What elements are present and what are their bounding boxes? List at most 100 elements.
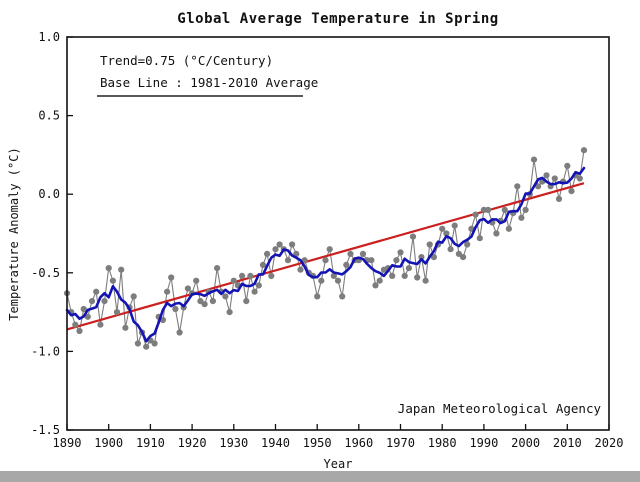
x-tick-label: 2000 [511,436,540,450]
annual-dot [555,195,563,202]
axis-layer: 1890 1900 1910 1920 1930 1940 1950 1960 1970 1980… [31,30,623,450]
annual-dot [326,246,333,253]
annual-dot [551,175,558,182]
annual-dot [505,225,512,232]
annual-dot [247,272,254,279]
annual-dot [122,324,129,331]
annual-dot [239,272,246,279]
annual-dot [430,254,437,261]
annual-dot [393,257,400,264]
annual-dot [109,277,116,284]
agency-label: Japan Meteorological Agency [398,401,602,416]
annual-line [66,150,585,348]
x-tick-label: 1970 [386,436,415,450]
annual-dot [464,241,471,248]
annual-dot [172,305,179,313]
annual-dot [401,272,408,279]
annual-dot [193,277,200,284]
y-tick-label: 1.0 [38,30,60,44]
annual-dot [314,293,321,300]
series-layer [63,147,588,350]
annual-dot [372,282,379,289]
annual-dot [501,206,508,213]
x-tick-label: 1940 [261,436,290,450]
annual-dot [343,261,350,268]
x-tick-label: 2010 [553,436,582,450]
annual-dot [522,206,529,213]
annual-dot [530,156,538,163]
annual-dot [518,214,525,221]
annual-dot [168,274,175,281]
annual-dot [405,265,412,272]
annual-dot [422,277,429,284]
annual-dot [493,230,500,237]
annual-dot [255,282,262,289]
annual-dot [88,298,96,305]
annual-dot [72,321,79,328]
annual-dot [276,241,283,248]
annual-dot [339,293,346,300]
annual-dot [105,265,112,272]
annual-dot [164,288,171,295]
annual-dot [472,211,479,218]
annual-dot [226,309,233,316]
annual-dot [80,305,87,313]
annual-dot [580,147,588,154]
annual-dot [334,277,342,284]
x-tick-label: 1980 [428,436,457,450]
annual-dot [368,257,375,264]
annual-dot [476,235,483,242]
chart-title: Global Average Temperature in Spring [177,11,498,27]
annual-dot [543,172,550,179]
annual-dot [97,321,104,328]
annual-dot [243,298,250,305]
bottom-bar [0,471,640,482]
annual-dot [447,246,454,253]
x-tick-label: 1930 [219,436,248,450]
annual-dot [76,327,83,335]
annual-dot [455,250,462,257]
annual-dot [209,298,216,305]
annual-dot [564,162,571,169]
plot-border [66,36,610,431]
baseline-annotation: Base Line : 1981-2010 Average [100,75,318,90]
annual-dot [93,288,100,295]
annual-dot [201,301,208,308]
running-mean-line [65,166,586,343]
x-tick-label: 1890 [53,436,82,450]
annual-dot [297,266,304,273]
x-tick-label: 1950 [303,436,332,450]
annual-dot [259,261,267,268]
annual-dot [376,277,383,284]
annual-dot [113,309,121,316]
annual-dot [230,277,237,284]
annual-dot [151,340,158,347]
annual-dot [418,254,425,261]
annual-dot [130,293,137,300]
annual-dot [514,183,521,190]
x-tick-label: 1920 [178,436,207,450]
x-tick-label: 1960 [344,436,373,450]
y-tick-label: -1.0 [31,344,60,358]
annual-dot [272,246,279,253]
x-tick-label: 2020 [595,436,624,450]
annual-dot [426,241,433,248]
annual-dot [330,272,337,279]
annual-dot [84,313,91,320]
annual-dot [251,288,258,295]
annual-dot [535,183,542,190]
annual-dot [322,257,329,264]
annual-dot [451,222,458,229]
annual-dot [184,285,191,292]
annual-dot [222,293,229,300]
annual-dot [414,274,421,281]
annual-dot [389,272,396,279]
trend-annotation: Trend=0.75 (°C/Century) [100,53,273,68]
x-tick-label: 1910 [136,436,165,450]
y-tick-label: 0.0 [38,187,60,201]
annual-dot [460,254,467,261]
annual-dot [439,225,446,232]
annual-dot [289,241,296,248]
